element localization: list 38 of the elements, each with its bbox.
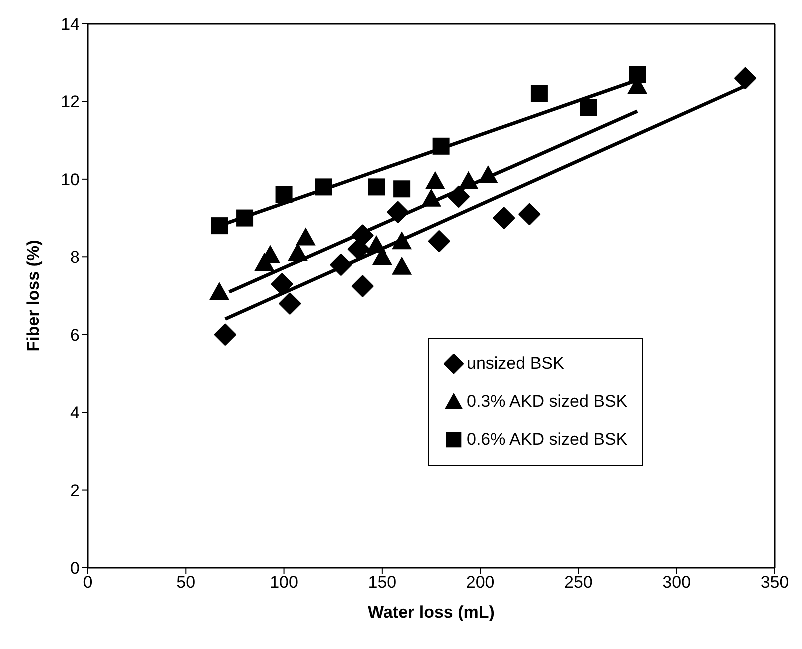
legend-label: unsized BSK — [467, 354, 564, 374]
y-tick-label: 12 — [61, 92, 80, 112]
point — [428, 230, 450, 253]
x-tick-label: 50 — [176, 573, 196, 592]
point — [580, 99, 598, 116]
point — [425, 171, 446, 190]
point — [392, 256, 412, 275]
point — [394, 180, 411, 198]
y-tick-label: 6 — [70, 326, 80, 345]
point — [734, 67, 757, 90]
point — [279, 292, 302, 315]
x-tick-label: 300 — [662, 573, 692, 592]
point — [368, 178, 386, 196]
x-tick-label: 350 — [760, 573, 790, 592]
y-tick-label: 14 — [61, 15, 80, 34]
y-axis-title: Fiber loss (%) — [24, 240, 44, 352]
x-tick-label: 150 — [368, 573, 397, 592]
point — [210, 282, 230, 300]
y-tick-label: 2 — [70, 481, 80, 500]
point — [352, 275, 374, 298]
point — [530, 85, 548, 102]
point — [271, 273, 294, 296]
point — [493, 207, 516, 230]
legend-label: 0.6% AKD sized BSK — [467, 430, 628, 450]
x-tick-label: 250 — [564, 573, 593, 592]
y-tick-label: 4 — [70, 404, 80, 423]
point — [214, 324, 236, 346]
x-axis-title: Water loss (mL) — [368, 603, 495, 622]
y-tick-label: 10 — [61, 170, 80, 190]
x-tick-label: 100 — [270, 573, 298, 592]
point — [629, 66, 646, 84]
x-tick-label: 0 — [83, 573, 93, 592]
y-tick-label: 0 — [70, 559, 80, 578]
x-tick-label: 200 — [466, 573, 495, 592]
y-tick-label: 8 — [70, 248, 80, 268]
point — [518, 203, 541, 226]
point — [296, 228, 316, 246]
legend-label: 0.3% AKD sized BSK — [467, 392, 628, 412]
